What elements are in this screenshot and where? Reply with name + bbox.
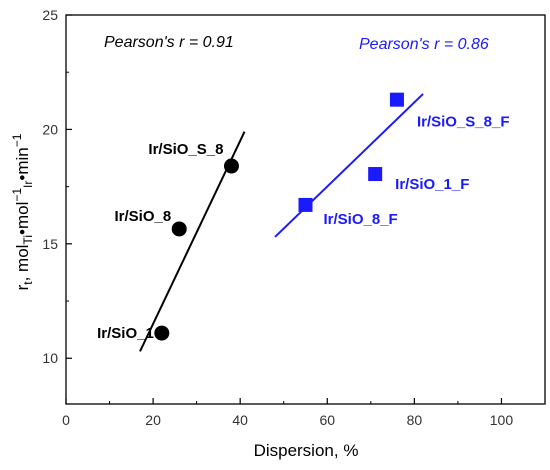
y-axis-title: rt, molTi•mol−1Ir•min−1 [10, 133, 35, 290]
x-tick-label: 80 [407, 412, 423, 428]
annotation-black: Pearson's r = 0.91 [104, 34, 234, 51]
data-point-circle [171, 221, 187, 237]
x-tick-label: 100 [490, 412, 514, 428]
x-tick-label: 0 [62, 412, 70, 428]
y-tick-label: 15 [42, 236, 58, 252]
data-point-circle [154, 325, 170, 341]
point-labels: Ir/SiO_1 Ir/SiO_8 Ir/SiO_S_8 Ir/SiO_8_F Ir/S… [97, 114, 509, 342]
point-label: Ir/SiO_8_F [324, 211, 398, 228]
data-point-square [389, 92, 404, 107]
y-tick-label: 10 [42, 350, 58, 366]
point-label: Ir/SiO_1_F [395, 176, 469, 193]
data-point-square [298, 197, 313, 212]
fit-line-series-1 [274, 93, 424, 238]
plot-frame [65, 14, 546, 405]
data-point-square [368, 167, 383, 182]
point-label: Ir/SiO_1 [97, 325, 154, 342]
x-axis-title: Dispersion, % [254, 441, 359, 460]
y-tick-label: 20 [42, 121, 58, 137]
annotation-blue: Pearson's r = 0.86 [359, 36, 489, 53]
x-tick-label: 20 [145, 412, 161, 428]
data-point-circle [223, 158, 239, 174]
point-label: Ir/SiO_S_8_F [417, 114, 510, 131]
data-points [154, 92, 404, 341]
x-tick-label: 60 [319, 412, 335, 428]
y-tick-label: 25 [42, 7, 58, 23]
axes: 0 20 40 60 80 100 10 15 20 25 [42, 7, 546, 428]
point-label: Ir/SiO_S_8 [148, 141, 223, 158]
x-tick-label: 40 [232, 412, 248, 428]
point-label: Ir/SiO_8 [115, 208, 172, 225]
